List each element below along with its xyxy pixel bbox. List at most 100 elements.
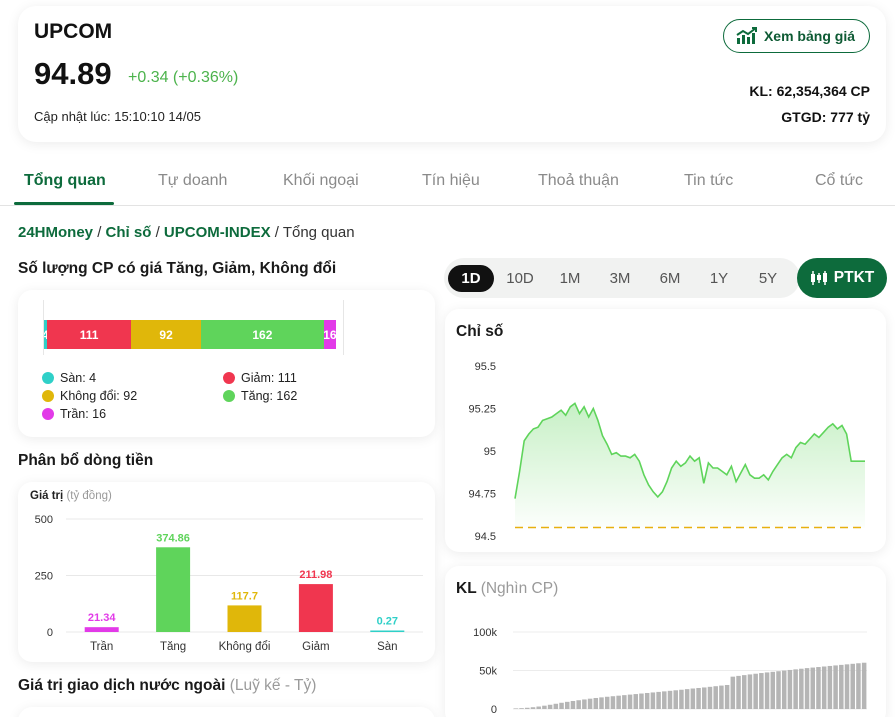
tab-dividends[interactable]: Cổ tức — [815, 172, 864, 189]
stock-count-title: Số lượng CP có giá Tăng, Giảm, Không đổi — [18, 260, 337, 277]
volume-chart-unit: (Nghìn CP) — [480, 580, 559, 597]
volume-bar — [673, 690, 678, 709]
period-3m[interactable]: 3M — [609, 270, 631, 287]
index-change: +0.34 (+0.36%) — [128, 69, 239, 86]
bar — [370, 630, 405, 632]
view-price-board-label: Xem bảng giá — [763, 28, 855, 44]
x-tick-label: Sàn — [377, 641, 397, 653]
view-price-board-button[interactable]: Xem bảng giá — [722, 19, 870, 53]
volume-bar — [821, 666, 827, 709]
volume-bar — [741, 675, 747, 709]
unchanged-dot-icon — [42, 390, 54, 402]
tab-overview[interactable]: Tổng quan — [24, 172, 106, 189]
legend-floor: Sàn: 4 — [42, 371, 96, 385]
tab-signals[interactable]: Tín hiệu — [422, 172, 480, 189]
technical-analysis-label: PTKT — [833, 269, 875, 286]
volume-bar — [850, 663, 855, 709]
tab-proprietary[interactable]: Tự doanh — [158, 172, 228, 189]
breadcrumb-home[interactable]: 24HMoney — [18, 224, 94, 241]
stock-count-bar: 41119216216 — [44, 320, 336, 349]
legend-advance: Tăng: 162 — [223, 389, 297, 403]
volume-bar — [730, 676, 736, 709]
volume-bar — [736, 675, 741, 709]
volume-bar — [856, 663, 861, 709]
index-line — [514, 402, 865, 499]
legend-ceiling-label: Trần: 16 — [60, 407, 107, 421]
stock-count-card: 41119216216 Sàn: 4 Không đổi: 92 Trần: 1… — [18, 290, 435, 437]
tab-negotiated[interactable]: Thoả thuận — [538, 172, 619, 189]
x-tick-label: Không đổi — [219, 641, 271, 653]
breadcrumb: 24HMoney / Chỉ số / UPCOM-INDEX / Tổng q… — [18, 224, 355, 241]
bar — [298, 584, 333, 632]
volume-stat: KL: 62,354,364 CP — [749, 83, 870, 99]
money-flow-chart: 0 250 500 21.34 Trần 374.86 Tăng 117.7 Không đổi… — [35, 514, 423, 653]
volume-bar — [753, 673, 758, 709]
volume-bar — [604, 696, 610, 709]
index-name: UPCOM — [34, 20, 113, 43]
period-5y[interactable]: 5Y — [758, 270, 778, 287]
volume-bar — [816, 667, 821, 709]
y-tick-label: 0 — [491, 704, 497, 716]
volume-bar — [599, 697, 604, 709]
period-10d[interactable]: 10D — [506, 270, 534, 287]
volume-bar — [702, 687, 707, 709]
tab-news[interactable]: Tin tức — [684, 172, 734, 189]
y-tick-label: 95.5 — [475, 361, 496, 373]
foreign-trade-title-text: Giá trị giao dịch nước ngoài — [18, 677, 226, 694]
breadcrumb-index[interactable]: UPCOM-INDEX — [163, 224, 271, 241]
technical-analysis-button[interactable]: PTKT — [797, 258, 887, 298]
volume-bar — [530, 707, 536, 709]
period-6m[interactable]: 6M — [659, 270, 681, 287]
volume-bar — [576, 700, 581, 709]
data-label: 374.86 — [156, 532, 190, 544]
volume-bar — [570, 700, 576, 709]
volume-chart-title-text: KL — [456, 580, 477, 597]
trend-chart-icon — [736, 27, 757, 44]
y-tick-label: 50k — [479, 666, 497, 678]
data-label: 0.27 — [377, 616, 398, 628]
bar — [84, 627, 119, 632]
money-flow-unit-label: Giá trị — [30, 490, 64, 502]
volume-bar — [770, 671, 776, 709]
period-1d[interactable]: 1D — [448, 265, 494, 292]
period-1m[interactable]: 1M — [559, 270, 581, 287]
index-line-chart: 94.5 94.75 95 95.25 95.5 — [468, 361, 865, 543]
volume-chart-title: KL (Nghìn CP) — [456, 580, 558, 598]
money-flow-unit: Giá trị (tỷ đồng) — [30, 490, 112, 502]
legend-floor-label: Sàn: 4 — [60, 371, 97, 385]
tab-foreign[interactable]: Khối ngoại — [283, 172, 359, 189]
period-selector: 1D 10D 1M 3M 6M 1Y 5Y — [444, 258, 800, 298]
candlestick-icon — [810, 271, 827, 285]
volume-bar — [525, 707, 530, 709]
data-label: 211.98 — [299, 569, 332, 581]
legend-unchanged-label: Không đổi: 92 — [60, 389, 138, 403]
volume-bar — [679, 689, 684, 709]
y-tick-label: 0 — [47, 627, 53, 639]
volume-bar — [793, 669, 798, 709]
y-tick-label: 95.25 — [468, 404, 496, 416]
legend-unchanged: Không đổi: 92 — [42, 389, 137, 403]
volume-bar — [564, 701, 570, 709]
volume-chart-card: KL (Nghìn CP) 0 50k 100k — [445, 566, 886, 717]
y-tick-label: 94.75 — [468, 489, 496, 501]
volume-bar — [781, 670, 787, 709]
divider — [43, 300, 44, 355]
volume-bar — [553, 703, 559, 709]
x-tick-label: Giảm — [302, 641, 329, 653]
volume-bar — [513, 708, 519, 709]
foreign-trade-note: (Luỹ kế - Tỷ) — [229, 677, 317, 694]
active-tab-indicator — [14, 202, 114, 205]
legend-decline: Giảm: 111 — [223, 371, 297, 385]
volume-bar — [536, 706, 541, 709]
update-time: Cập nhật lúc: 15:10:10 14/05 — [34, 109, 201, 124]
volume-bar — [839, 664, 844, 709]
volume-bar — [650, 692, 656, 709]
money-flow-unit-note: (tỷ đồng) — [66, 490, 112, 502]
data-label: 21.34 — [88, 612, 116, 624]
period-1y[interactable]: 1Y — [709, 270, 729, 287]
y-tick-label: 500 — [35, 514, 53, 526]
volume-bar — [593, 697, 599, 709]
breadcrumb-indices[interactable]: Chỉ số — [105, 224, 152, 241]
volume-bar — [622, 695, 627, 709]
volume-bar — [759, 673, 764, 709]
